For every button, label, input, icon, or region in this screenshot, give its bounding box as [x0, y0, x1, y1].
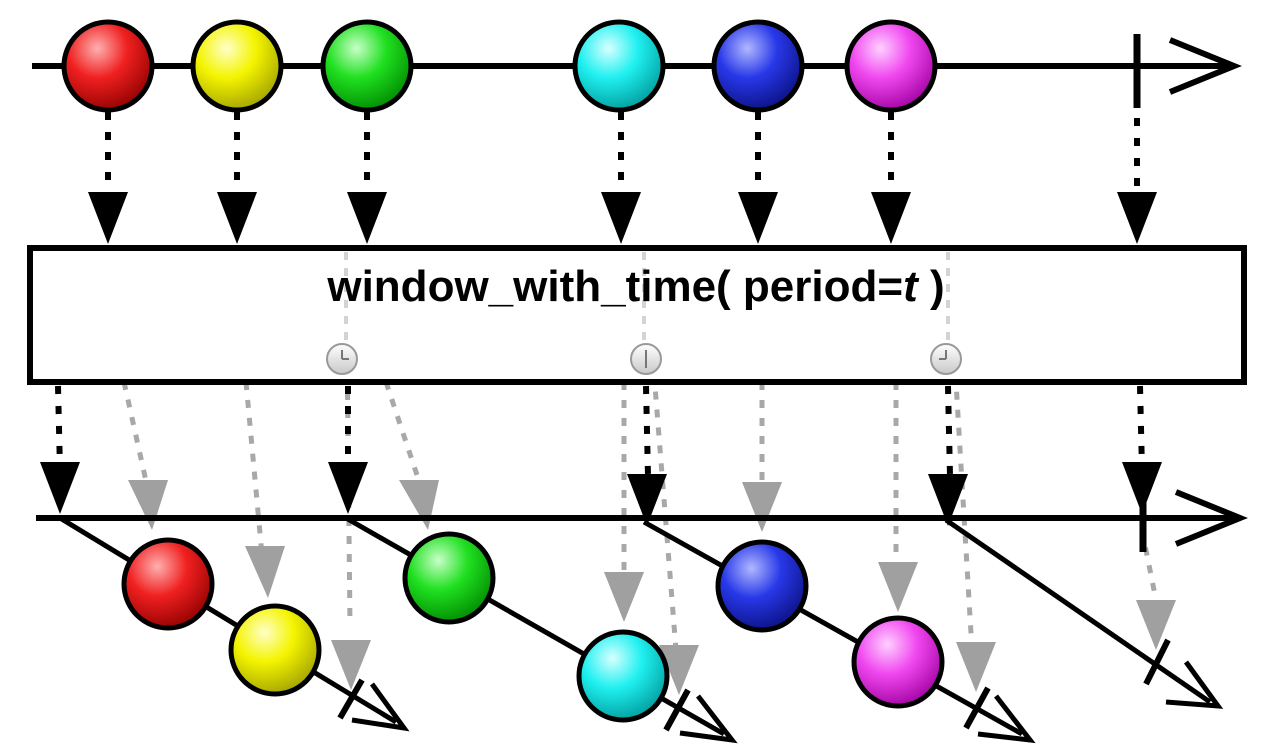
source-drop-lines	[105, 112, 1140, 200]
window-4-arrowhead	[1165, 660, 1224, 709]
marble-red	[61, 19, 155, 113]
window-3	[642, 519, 1036, 744]
window-1-timeline	[58, 515, 398, 725]
gray-arrowhead	[742, 482, 782, 532]
drop-line-complete-3	[945, 247, 975, 651]
gray-arrowhead	[245, 546, 285, 598]
drop-line-complete-4	[1139, 529, 1159, 601]
window-3-completion-tick	[963, 686, 991, 730]
gray-arrowhead	[331, 640, 371, 690]
window-2-arrowhead	[679, 694, 738, 744]
window-1-completion-tick	[337, 678, 365, 720]
window-2-timeline	[344, 515, 726, 737]
black-arrowhead	[928, 474, 968, 526]
drop-line-red	[121, 381, 151, 491]
black-arrowhead	[627, 474, 667, 526]
window-open-drop-lines	[55, 385, 1145, 477]
drop-arrowheads-gray	[128, 480, 1176, 695]
operator-label: window_with_time( period=t )	[326, 262, 944, 311]
marble-magenta	[844, 19, 938, 113]
output-timeline	[36, 482, 1248, 552]
window-1-marble-yellow	[228, 603, 322, 697]
black-arrowhead	[217, 192, 257, 244]
black-arrowhead	[40, 462, 80, 514]
window-4-timeline	[944, 517, 1212, 705]
window-open-drop-line	[945, 385, 953, 477]
window-3-timeline	[642, 519, 1024, 737]
output-timeline-arrowhead	[1174, 489, 1248, 547]
window-2-completion-tick	[663, 688, 691, 732]
window-1-arrowhead	[351, 682, 410, 732]
marble-yellow	[190, 19, 284, 113]
window-open-drop-line	[55, 385, 63, 471]
operator-name-suffix: )	[918, 262, 945, 311]
black-arrowhead	[601, 192, 641, 244]
window-3-arrowhead	[977, 694, 1036, 744]
black-arrowhead	[328, 462, 368, 514]
window-2-marble-cyan	[576, 629, 670, 723]
source-timeline-arrowhead	[1168, 37, 1242, 95]
marble-green	[320, 19, 414, 113]
window-3-marble-magenta	[851, 615, 945, 709]
gray-arrowhead	[399, 480, 439, 530]
window-3-marble-blue	[715, 539, 809, 633]
clock-icon	[930, 343, 962, 375]
gray-arrowhead	[604, 572, 644, 622]
drop-line-complete-2	[641, 247, 679, 651]
marble-cyan	[572, 19, 666, 113]
window-2-marble-green	[402, 531, 496, 625]
gray-arrowhead	[878, 562, 918, 612]
clock-icon	[326, 343, 358, 375]
operator-box: window_with_time( period=t )	[27, 245, 1247, 385]
black-arrowhead	[88, 192, 128, 244]
marble-blue	[711, 19, 805, 113]
gray-arrowhead	[128, 480, 168, 530]
emission-drop-lines	[121, 247, 1159, 651]
gray-arrowhead	[1136, 600, 1176, 650]
clock-icon	[630, 343, 662, 375]
black-arrowhead	[347, 192, 387, 244]
operator-param: t	[903, 262, 920, 311]
window-1-marble-red	[121, 537, 215, 631]
black-arrowhead	[738, 192, 778, 244]
window-open-drop-line	[643, 385, 651, 477]
drop-line-green	[383, 381, 425, 491]
black-arrowhead	[871, 192, 911, 244]
source-marbles	[61, 19, 938, 113]
gray-arrowhead	[659, 645, 699, 695]
window-1	[58, 515, 410, 732]
window-4	[944, 517, 1224, 709]
window-4-completion-tick	[1143, 638, 1171, 686]
gray-arrowhead	[956, 642, 996, 692]
operator-name-prefix: window_with_time( period=	[326, 262, 903, 311]
source-arrowheads	[88, 192, 1157, 244]
black-arrowhead	[1117, 192, 1157, 244]
drop-line-yellow	[243, 381, 265, 556]
window-2	[344, 515, 738, 744]
window-open-drop-line	[1137, 385, 1145, 471]
